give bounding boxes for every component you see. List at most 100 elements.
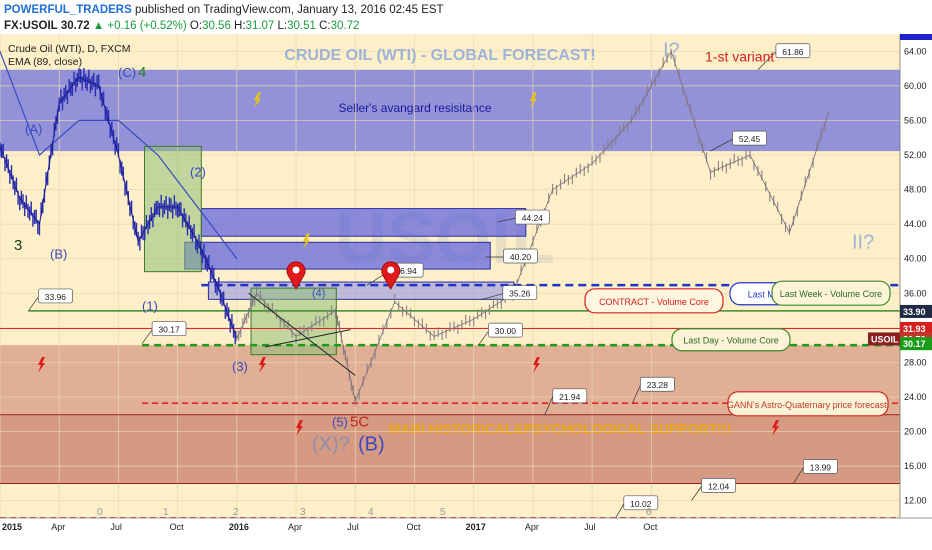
- price-chart[interactable]: Seller's avangard resisitance MAIN HISTOR…: [0, 34, 932, 550]
- resistance-zone-label: Seller's avangard resisitance: [338, 101, 491, 115]
- level-label-pointer: [497, 217, 516, 223]
- price-tag: [900, 337, 932, 351]
- level-label-pointer: [28, 296, 39, 312]
- last-price: 30.72: [60, 20, 90, 32]
- low-value: 30.51: [287, 20, 316, 32]
- open-label: O:: [189, 20, 203, 32]
- y-tick-label: 24.00: [904, 392, 927, 402]
- map-pin-dot: [387, 266, 395, 274]
- resistance-block-40[interactable]: [184, 241, 491, 270]
- level-label-pointer: [757, 51, 777, 71]
- level-label-text: 33.96: [45, 292, 67, 302]
- wave-label: (4): [312, 288, 325, 300]
- level-label-pointer: [478, 330, 489, 346]
- level-label-pointer: [793, 467, 804, 484]
- price-axis: [900, 34, 932, 518]
- wave-label: 3: [14, 237, 22, 254]
- bottom-marker: 1: [163, 507, 169, 518]
- bottom-marker: 4: [368, 507, 374, 518]
- lightning-icon: [772, 420, 779, 437]
- lightning-icon: [530, 92, 537, 109]
- level-label-box: [775, 43, 811, 59]
- resistance-block-44[interactable]: [200, 208, 527, 237]
- level-label-text: 40.20: [510, 252, 532, 262]
- x-tick-label: Jul: [110, 522, 122, 532]
- wave-label: II?: [852, 231, 874, 253]
- level-label-text: 30.17: [158, 325, 180, 335]
- map-pin-icon: [381, 261, 401, 290]
- y-tick-label: 60.00: [904, 81, 927, 91]
- x-tick-label: 2017: [466, 522, 486, 532]
- y-tick-label: 28.00: [904, 357, 927, 367]
- y-tick-label: 52.00: [904, 150, 927, 160]
- ema-line: [0, 51, 238, 260]
- bottom-marker: 2: [233, 507, 239, 518]
- y-tick-label: 44.00: [904, 219, 927, 229]
- x-tick-label: Oct: [406, 522, 421, 532]
- callout-text: Last Week - Volume Core: [780, 289, 882, 299]
- high-value: 31.07: [245, 20, 275, 32]
- callout-text: GANN's Astro-Quaternary price forecast!: [727, 400, 889, 410]
- level-label-text: 21.94: [559, 392, 581, 402]
- price-tag-text: 31.93: [903, 324, 926, 334]
- map-pin-icon: [286, 261, 306, 290]
- x-tick-label: 2016: [229, 522, 249, 532]
- y-tick-label: 12.00: [904, 496, 927, 506]
- price-tag: [900, 304, 932, 318]
- x-tick-label: Oct: [643, 522, 658, 532]
- level-label-text: 52.45: [739, 134, 761, 144]
- level-label-box: [515, 209, 550, 225]
- level-label-box: [732, 130, 767, 146]
- y-tick-label: 64.00: [904, 46, 927, 56]
- level-label-pointer: [615, 503, 625, 519]
- bottom-marker: 0: [97, 507, 103, 518]
- wave-label: (B): [50, 247, 67, 262]
- x-tick-label: 2015: [2, 522, 22, 532]
- level-label-box: [701, 478, 736, 493]
- wave-label: (X)?: [312, 434, 350, 456]
- callout-box: [727, 391, 889, 417]
- wave-label: (A): [25, 121, 42, 136]
- wave-label: I?: [663, 39, 680, 61]
- lightning-icon: [38, 357, 45, 374]
- map-pin-dot: [292, 266, 300, 274]
- callout-box: [771, 280, 891, 306]
- level-label-box: [38, 288, 73, 304]
- price-change: ▲ +0.16 (+0.52%): [92, 20, 187, 32]
- level-label-pointer: [480, 293, 503, 301]
- price-tag-text: 30.17: [903, 339, 926, 349]
- x-tick-label: Oct: [170, 522, 185, 532]
- lightning-icon: [254, 92, 261, 109]
- level-label-text: 12.04: [708, 481, 730, 491]
- support-zone-label: MAIN HISTORICAL&PSYCHOLOGICAL SUPPORT!!!: [389, 420, 732, 436]
- x-tick-label: Apr: [288, 522, 302, 532]
- price-tag: [868, 332, 900, 346]
- legend-ema: EMA (89, close): [8, 56, 82, 68]
- y-tick-label: 40.00: [904, 254, 927, 264]
- y-tick-label: 16.00: [904, 461, 927, 471]
- level-label-box: [623, 495, 659, 511]
- close-value: 30.72: [330, 20, 360, 32]
- y-tick-label: 56.00: [904, 115, 927, 125]
- bottom-marker: 3: [300, 507, 306, 518]
- low-label: L:: [277, 20, 288, 32]
- publication-header: POWERFUL_TRADERS published on TradingVie…: [0, 0, 932, 34]
- level-label-pointer: [691, 486, 702, 501]
- consolidation-box-2: [250, 287, 337, 356]
- symbol-label[interactable]: FX:USOIL: [4, 20, 58, 32]
- price-axis-highlight: [900, 34, 932, 40]
- x-tick-label: Jul: [584, 522, 596, 532]
- support-zone-core: [0, 414, 900, 484]
- y-tick-label: 20.00: [904, 427, 927, 437]
- lightning-icon: [303, 233, 310, 250]
- price-tag: [900, 321, 932, 335]
- published-text: published on TradingView.com, January 13…: [134, 4, 444, 16]
- level-label-text: 10.02: [630, 499, 652, 509]
- publisher-name[interactable]: POWERFUL_TRADERS: [4, 4, 132, 16]
- level-label-box: [803, 459, 838, 474]
- callout-text: CONTRACT - Volume Core: [599, 297, 709, 307]
- level-label-text: 13.99: [810, 463, 832, 473]
- wave-label: (2): [190, 165, 206, 180]
- wedge-line-lower: [265, 329, 351, 348]
- y-tick-label: 48.00: [904, 185, 927, 195]
